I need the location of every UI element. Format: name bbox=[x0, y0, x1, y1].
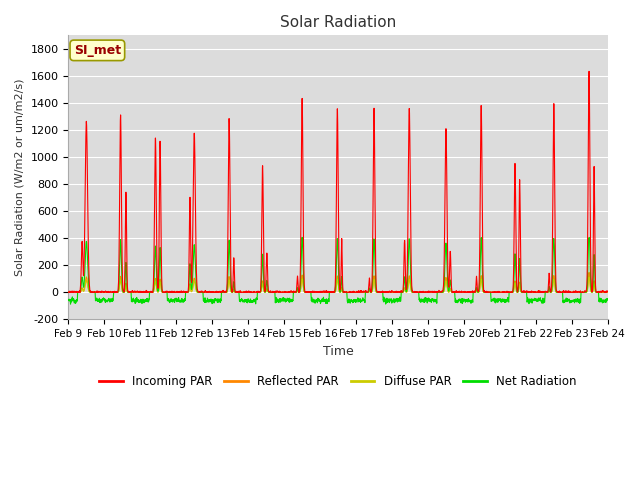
Legend: Incoming PAR, Reflected PAR, Diffuse PAR, Net Radiation: Incoming PAR, Reflected PAR, Diffuse PAR… bbox=[94, 371, 582, 393]
X-axis label: Time: Time bbox=[323, 345, 353, 358]
Y-axis label: Solar Radiation (W/m2 or um/m2/s): Solar Radiation (W/m2 or um/m2/s) bbox=[15, 79, 25, 276]
Title: Solar Radiation: Solar Radiation bbox=[280, 15, 396, 30]
Text: SI_met: SI_met bbox=[74, 44, 121, 57]
